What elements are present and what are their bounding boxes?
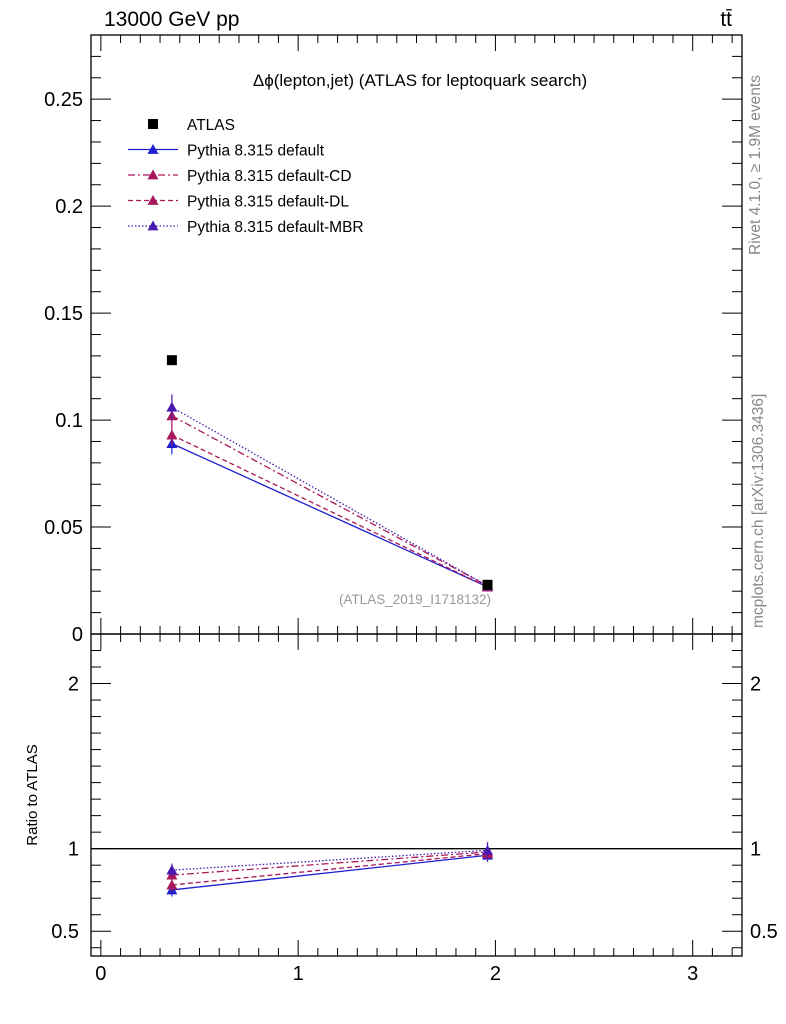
ratio-y-tick-label-right: 0.5 xyxy=(750,921,778,943)
ratio-data-point xyxy=(166,864,178,875)
legend: ATLAS Pythia 8.315 default Pythia 8.315 de… xyxy=(128,117,364,236)
analysis-watermark: (ATLAS_2019_I1718132) xyxy=(339,592,491,607)
ratio-data-point xyxy=(166,879,178,890)
main-data-point xyxy=(166,401,178,412)
main-series-line-2 xyxy=(171,434,488,588)
rivet-version-label: Rivet 4.1.0, ≥ 1.9M events xyxy=(747,75,764,255)
y-tick-label: 0.15 xyxy=(44,303,83,325)
x-tick-label: 3 xyxy=(687,963,698,985)
legend-marker xyxy=(147,220,159,231)
source-label: mcplots.cern.ch [arXiv:1306.3436] xyxy=(750,394,767,628)
legend-marker xyxy=(147,169,159,180)
x-tick-label: 0 xyxy=(95,963,106,985)
x-tick-label: 2 xyxy=(490,963,501,985)
legend-marker-atlas xyxy=(148,119,158,129)
x-tick-label: 1 xyxy=(293,963,304,985)
legend-marker xyxy=(147,144,159,154)
ratio-y-tick-label-right: 1 xyxy=(750,839,761,861)
ratio-y-tick-label-left: 2 xyxy=(68,674,79,696)
plot-title: Δϕ(lepton,jet) (ATLAS for leptoquark sea… xyxy=(253,71,587,90)
energy-label: 13000 GeV pp xyxy=(104,8,239,31)
ratio-panel: 0.5 0.5 1 1 2 2 0 1 2 3 xyxy=(51,633,778,985)
process-label: tt̄ xyxy=(720,8,732,31)
main-series-line-3 xyxy=(171,406,488,587)
main-series-line-1 xyxy=(171,415,488,587)
legend-label: Pythia 8.315 default-MBR xyxy=(187,219,364,236)
atlas-data-point xyxy=(482,579,493,590)
legend-marker xyxy=(147,195,159,205)
ratio-y-tick-label-right: 2 xyxy=(750,674,761,696)
legend-label: Pythia 8.315 default xyxy=(187,143,325,160)
legend-label: Pythia 8.315 default-DL xyxy=(187,194,349,211)
ratio-series-line-1 xyxy=(171,851,488,876)
main-series-line-0 xyxy=(171,443,488,588)
y-tick-label: 0.2 xyxy=(55,196,83,218)
ratio-data-point xyxy=(482,844,494,855)
main-data-point xyxy=(166,429,178,440)
ratio-series-line-2 xyxy=(171,852,488,886)
y-tick-label: 0.05 xyxy=(44,517,83,539)
ratio-y-tick-label-left: 0.5 xyxy=(51,921,79,943)
main-panel: 0 0.05 0.1 0.15 0.2 0.25 xyxy=(44,34,743,646)
ratio-series-line-3 xyxy=(171,849,488,871)
ratio-y-tick-label-left: 1 xyxy=(68,839,79,861)
y-tick-label: 0.25 xyxy=(44,89,83,111)
ratio-y-axis-label: Ratio to ATLAS xyxy=(24,744,41,845)
legend-label-atlas: ATLAS xyxy=(187,117,235,134)
atlas-data-point xyxy=(166,355,177,366)
y-tick-label: 0 xyxy=(72,624,83,646)
ratio-frame xyxy=(90,633,743,957)
y-tick-label: 0.1 xyxy=(55,410,83,432)
legend-label: Pythia 8.315 default-CD xyxy=(187,168,352,185)
ratio-series-line-0 xyxy=(171,854,488,891)
